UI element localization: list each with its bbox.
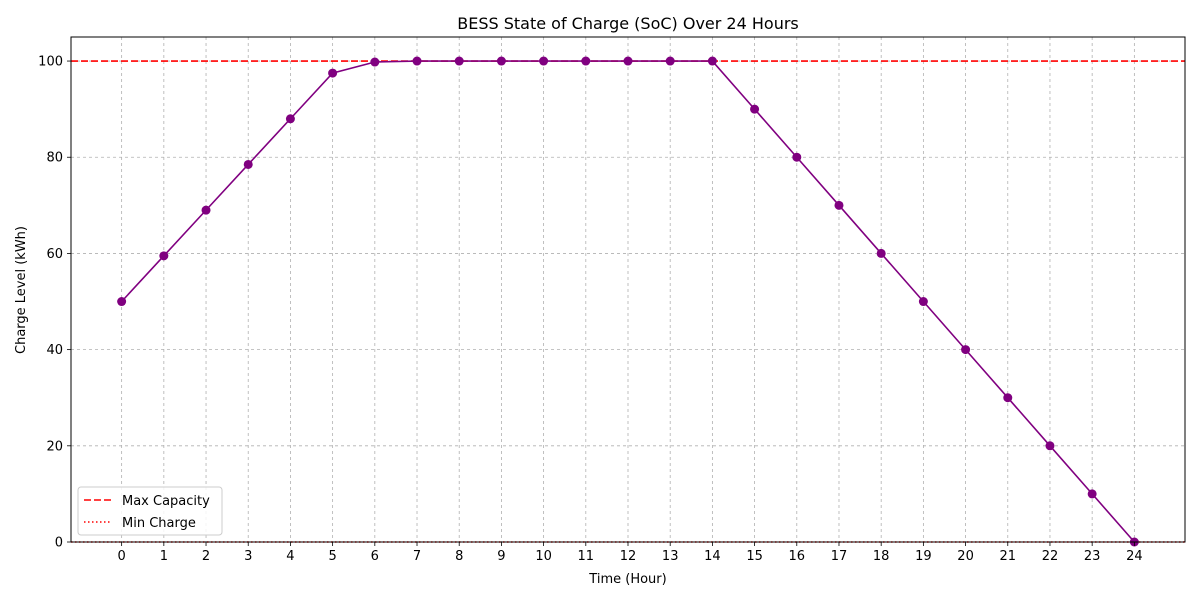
x-tick-label: 23: [1084, 549, 1101, 564]
data-point: [285, 114, 295, 124]
x-tick-label: 17: [831, 549, 848, 564]
data-point: [201, 205, 211, 215]
x-tick-label: 12: [620, 549, 637, 564]
y-tick-label: 40: [46, 343, 63, 358]
x-tick-label: 7: [413, 549, 421, 564]
data-point: [1045, 441, 1055, 451]
data-point: [117, 297, 127, 307]
x-tick-label: 14: [704, 549, 721, 564]
y-tick-label: 60: [46, 247, 63, 262]
grid: [71, 37, 1185, 543]
x-tick-label: 0: [117, 549, 125, 564]
x-tick-label: 5: [328, 549, 336, 564]
x-tick-label: 21: [999, 549, 1016, 564]
legend-label: Min Charge: [122, 516, 196, 531]
data-point: [750, 104, 760, 114]
x-tick-label: 9: [497, 549, 505, 564]
data-point: [539, 56, 549, 66]
x-tick-label: 22: [1042, 549, 1059, 564]
x-tick-label: 15: [746, 549, 763, 564]
x-tick-label: 8: [455, 549, 463, 564]
data-point: [159, 251, 169, 261]
x-axis-label: Time (Hour): [588, 572, 666, 587]
tick-labels: 0 1 2 3 4 5 6 7 8 9 10 11 12 13 14 15 16 17 18 19 20 21 22 23 24…: [38, 55, 1142, 564]
data-point: [918, 297, 928, 307]
legend-box: [77, 486, 223, 536]
data-point: [328, 68, 338, 78]
x-tick-label: 19: [915, 549, 932, 564]
x-tick-label: 20: [957, 549, 974, 564]
data-point: [496, 56, 506, 66]
x-tick-label: 6: [371, 549, 379, 564]
x-tick-label: 11: [578, 549, 595, 564]
y-tick-label: 100: [38, 55, 63, 70]
data-point: [665, 56, 675, 66]
data-point: [454, 56, 464, 66]
data-point: [876, 248, 886, 258]
legend: Max Capacity Min Charge: [77, 486, 223, 536]
x-tick-label: 16: [789, 549, 806, 564]
y-tick-label: 80: [46, 151, 63, 166]
y-tick-label: 20: [46, 439, 63, 454]
data-point: [707, 56, 717, 66]
data-point: [581, 56, 591, 66]
data-point: [961, 345, 971, 355]
x-tick-label: 24: [1126, 549, 1143, 564]
data-point: [1003, 393, 1013, 403]
data-point: [834, 200, 844, 210]
data-point: [623, 56, 633, 66]
data-point: [792, 152, 802, 162]
data-point: [370, 57, 380, 67]
x-tick-label: 10: [535, 549, 552, 564]
legend-label: Max Capacity: [122, 494, 210, 509]
series-layer: [117, 56, 1139, 547]
x-tick-label: 13: [662, 549, 679, 564]
x-tick-label: 4: [286, 549, 294, 564]
x-tick-label: 3: [244, 549, 252, 564]
x-tick-label: 18: [873, 549, 890, 564]
x-tick-label: 2: [202, 549, 210, 564]
data-point: [243, 159, 253, 169]
data-point: [412, 56, 422, 66]
y-axis-label: Charge Level (kWh): [14, 226, 29, 354]
chart-title: BESS State of Charge (SoC) Over 24 Hours: [457, 14, 799, 33]
y-tick-label: 0: [55, 536, 63, 551]
x-tick-label: 1: [160, 549, 168, 564]
data-point: [1087, 489, 1097, 499]
